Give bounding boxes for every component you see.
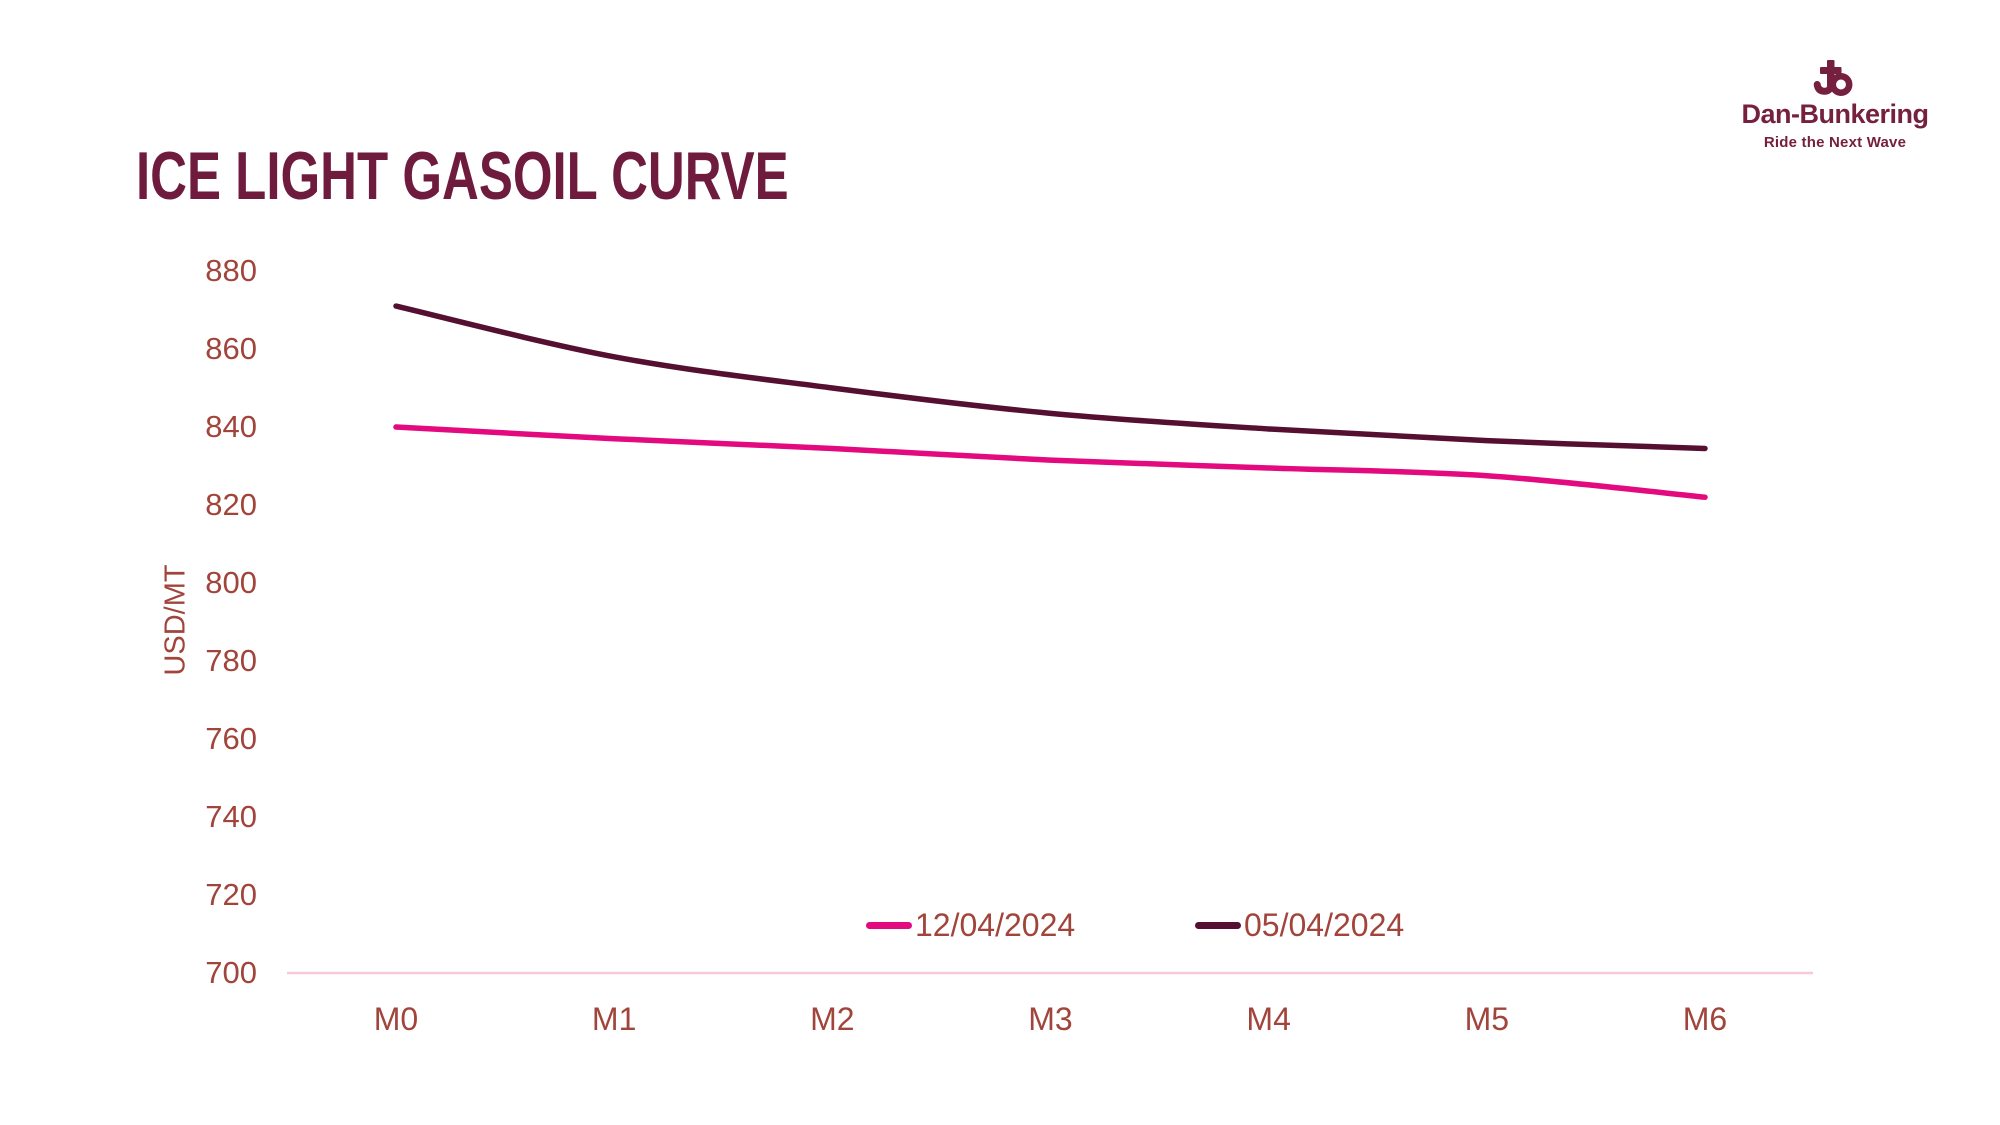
y-axis-tick-label: 760 (205, 721, 257, 756)
dan-bunkering-logo: Dan-Bunkering Ride the Next Wave (1722, 60, 1948, 151)
page-title: ICE LIGHT GASOIL CURVE (136, 138, 789, 214)
legend-item-05-04-2024: 05/04/2024 (1195, 905, 1404, 945)
y-axis-tick-label: 780 (205, 643, 257, 678)
y-axis-tick-label: 880 (205, 253, 257, 288)
x-axis-tick-label: M6 (1682, 1001, 1728, 1037)
x-axis-tick-label: M4 (1246, 1001, 1291, 1037)
legend-line-swatch-dark (1195, 921, 1241, 929)
series-line-12-04-2024 (393, 424, 1708, 500)
legend-label-12-04-2024: 12/04/2024 (915, 906, 1076, 943)
logo-brand-name: Dan-Bunkering (1741, 99, 1929, 129)
x-axis-tick-label: M0 (373, 1001, 419, 1037)
series-line-05-04-2024 (393, 303, 1708, 452)
dan-bunkering-anchor-icon (1813, 60, 1853, 96)
legend-item-12-04-2024: 12/04/2024 (866, 905, 1075, 945)
y-axis-tick-label: 860 (205, 331, 257, 366)
x-axis-tick-label: M1 (591, 1001, 637, 1037)
y-axis-tick-label: 820 (205, 487, 257, 522)
legend-label-05-04-2024: 05/04/2024 (1244, 906, 1405, 943)
x-axis-tick-label: M3 (1028, 1001, 1073, 1037)
y-axis-tick-label: 840 (205, 409, 257, 444)
x-axis-tick-label: M2 (810, 1001, 855, 1037)
y-axis-tick-label: 800 (205, 565, 257, 600)
logo-tagline: Ride the Next Wave (1763, 133, 1907, 151)
y-axis-title: USD/MT (159, 564, 192, 676)
y-axis-tick-label: 740 (205, 799, 257, 834)
y-axis-tick-label: 720 (205, 877, 257, 912)
legend-line-swatch-pink (866, 921, 912, 929)
x-axis-tick-label: M5 (1464, 1001, 1510, 1037)
y-axis-tick-label: 700 (205, 955, 257, 990)
